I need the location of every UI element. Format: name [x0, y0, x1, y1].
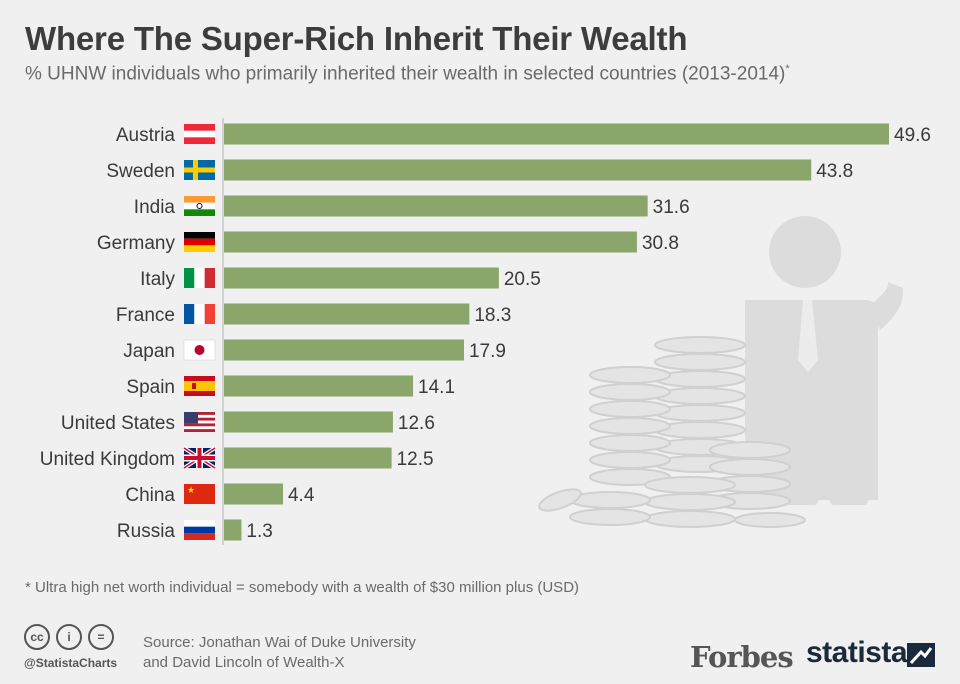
germany-flag-icon: [184, 232, 215, 252]
flag-part: [184, 196, 215, 203]
bar-austria: [224, 123, 889, 145]
value-label-china: 4.4: [288, 485, 315, 506]
bar-china: [224, 483, 283, 505]
source-line-2: and David Lincoln of Wealth-X: [143, 654, 345, 671]
flag-part: [192, 383, 196, 389]
chart-subtitle: % UHNW individuals who primarily inherit…: [25, 63, 790, 85]
value-label-austria: 49.6: [894, 125, 931, 146]
bar-russia: [224, 519, 242, 541]
value-label-italy: 20.5: [504, 269, 541, 290]
statista-logo-mark-icon: [907, 643, 935, 667]
flag-part: [184, 423, 215, 427]
japan-flag-icon: [183, 339, 216, 361]
flag-part: [184, 533, 215, 540]
bar-france: [224, 303, 470, 325]
flag-part: [204, 268, 215, 288]
category-label-france: France: [116, 305, 175, 326]
subtitle-footnote-mark: *: [785, 63, 790, 75]
flag-part: [184, 520, 215, 527]
footnote: * Ultra high net worth individual = some…: [25, 579, 580, 596]
category-label-germany: Germany: [97, 233, 176, 254]
category-label-italy: Italy: [140, 269, 175, 290]
license-icons: cc i =: [24, 624, 114, 650]
bar-india: [224, 195, 648, 217]
value-label-france: 18.3: [474, 305, 511, 326]
category-label-spain: Spain: [126, 377, 175, 398]
category-label-united-states: United States: [61, 413, 175, 434]
category-label-united-kingdom: United Kingdom: [40, 449, 175, 470]
value-label-germany: 30.8: [642, 233, 679, 254]
value-label-russia: 1.3: [246, 521, 272, 542]
statista-logo: statista: [806, 636, 908, 669]
bar-spain: [224, 375, 414, 397]
category-label-sweden: Sweden: [106, 161, 175, 182]
flag-part: [184, 209, 215, 216]
bar-united-states: [224, 411, 393, 433]
statista-handle: @StatistaCharts: [24, 656, 118, 670]
flag-part: [184, 202, 215, 210]
flag-part: [184, 456, 215, 460]
flag-part: [194, 304, 205, 324]
bar-germany: [224, 231, 637, 253]
flag-part: [184, 412, 198, 424]
source-text: Source: Jonathan Wai of Duke University …: [143, 633, 416, 673]
flag-part: [184, 412, 215, 415]
bar-italy: [224, 267, 499, 289]
value-label-sweden: 43.8: [816, 161, 853, 182]
france-flag-icon: [184, 304, 215, 324]
flag-part: [184, 304, 195, 324]
flag-part: [204, 304, 215, 324]
bar-united-kingdom: [224, 447, 392, 469]
flag-part: [184, 167, 215, 173]
flag-part: [184, 238, 215, 246]
chart-title: Where The Super-Rich Inherit Their Wealt…: [25, 20, 688, 57]
flag-part: ★: [187, 486, 195, 496]
source-line-1: Source: Jonathan Wai of Duke University: [143, 634, 416, 651]
flag-part: [196, 203, 203, 209]
value-label-united-states: 12.6: [398, 413, 435, 434]
value-label-united-kingdom: 12.5: [397, 449, 434, 470]
flag-part: [184, 417, 215, 421]
austria-flag-icon: [184, 124, 215, 144]
no-derivatives-icon: =: [88, 624, 114, 650]
flag-part: [184, 526, 215, 534]
flag-part: [194, 268, 205, 288]
value-label-spain: 14.1: [418, 377, 455, 398]
united-states-flag-icon: [184, 412, 215, 432]
sweden-flag-icon: [184, 160, 215, 180]
flag-part: [184, 130, 215, 138]
bar-japan: [224, 339, 464, 361]
flag-part: [184, 484, 215, 504]
bar-sweden: [224, 159, 812, 181]
united-kingdom-flag-icon: [182, 446, 217, 470]
russia-flag-icon: [184, 520, 215, 540]
category-label-austria: Austria: [116, 125, 176, 146]
value-label-india: 31.6: [653, 197, 690, 218]
category-label-japan: Japan: [123, 341, 175, 362]
creative-commons-icon: cc: [24, 624, 50, 650]
category-label-india: India: [134, 197, 176, 218]
flag-part: [194, 345, 205, 355]
italy-flag-icon: [184, 268, 215, 288]
value-label-japan: 17.9: [469, 341, 506, 362]
flag-part: [184, 268, 195, 288]
flag-part: [184, 245, 215, 252]
flag-part: [184, 429, 215, 432]
attribution-icon: i: [56, 624, 82, 650]
china-flag-icon: ★: [184, 484, 215, 504]
spain-flag-icon: [184, 376, 215, 396]
flag-part: [184, 232, 215, 239]
forbes-logo: Forbes: [690, 640, 794, 674]
category-label-china: China: [125, 485, 175, 506]
india-flag-icon: [184, 196, 215, 216]
flag-part: [184, 381, 215, 391]
category-label-russia: Russia: [117, 521, 176, 542]
